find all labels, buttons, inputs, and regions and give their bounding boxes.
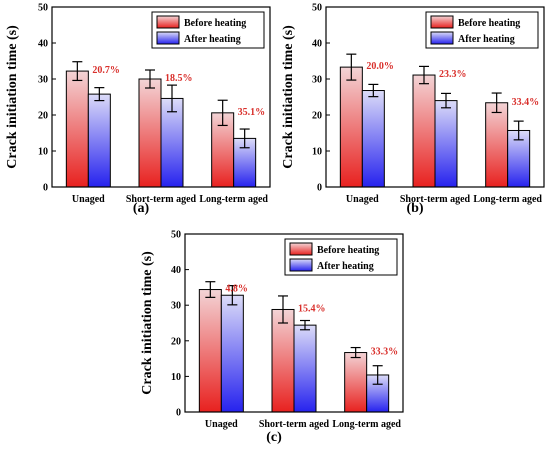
category-label-3: Long-term aged	[332, 419, 401, 430]
error-bar-after-2	[441, 92, 451, 109]
error-bar-after-3	[239, 128, 250, 149]
y-tick-label-4: 40	[312, 39, 322, 50]
category-label-1: Unaged	[346, 194, 379, 205]
y-tick-label-1: 10	[38, 147, 48, 158]
error-bar-before-1	[205, 281, 216, 298]
bar-after-2	[434, 100, 458, 188]
legend-swatch-before	[156, 15, 180, 29]
y-tick-label-1: 10	[171, 372, 181, 383]
y-axis-label: Crack initiation time (s)	[5, 25, 20, 169]
y-tick-label-2: 20	[38, 111, 48, 122]
percent-label-2: 23.3%	[439, 69, 467, 80]
y-tick-label-1: 10	[312, 147, 322, 158]
plot-frame	[325, 6, 545, 188]
legend-label-before: Before heating	[184, 18, 246, 29]
bar-before-3	[344, 352, 368, 413]
chart-panel-1: 20.7% Unaged 18.5% Short-term aged 35.1% Long…	[5, 3, 271, 216]
percent-label-3: 33.4%	[512, 97, 539, 108]
bar-before-3	[485, 102, 509, 188]
category-label-1: Unaged	[205, 419, 238, 430]
bar-before-1	[339, 66, 363, 188]
legend: Before heating After heating	[151, 11, 265, 49]
error-bar-after-2	[167, 84, 177, 113]
category-label-2: Short-term aged	[259, 419, 330, 430]
y-tick-label-2: 20	[312, 111, 322, 122]
legend: Before heating After heating	[284, 238, 398, 276]
panel-label: (b)	[406, 201, 423, 216]
y-axis-label: Crack initiation time (s)	[140, 251, 155, 395]
error-bar-after-1	[368, 83, 379, 98]
error-bar-after-1	[227, 285, 238, 306]
error-bar-before-1	[346, 53, 357, 81]
bar-after-2	[293, 324, 317, 413]
percent-label-1: 4.8%	[225, 284, 248, 295]
category-label-3: Long-term aged	[199, 194, 268, 205]
category-label-2: Short-term aged	[400, 194, 471, 205]
category-label-1: Unaged	[72, 194, 105, 205]
bar-before-1	[65, 70, 89, 188]
legend-label-after: After heating	[184, 34, 241, 45]
y-tick-label-3: 30	[38, 75, 48, 86]
legend: Before heating After heating	[425, 11, 539, 49]
bar-before-2	[412, 74, 436, 188]
error-bar-before-3	[491, 92, 502, 114]
chart-panel-3: 4.8% Unaged 15.4% Short-term aged 33.3% Long-…	[140, 230, 404, 445]
bar-before-1	[198, 289, 222, 413]
category-label-3: Long-term aged	[473, 194, 542, 205]
error-bar-before-2	[419, 65, 429, 85]
plot-frame	[184, 233, 404, 413]
bar-before-2	[138, 78, 162, 188]
percent-label-2: 15.4%	[298, 303, 326, 314]
error-bar-before-3	[217, 99, 228, 127]
legend-label-after: After heating	[458, 34, 515, 45]
y-axis-label: Crack initiation time (s)	[281, 25, 296, 169]
y-tick-label-0: 0	[43, 183, 48, 194]
panel-label: (a)	[133, 201, 150, 216]
y-tick-label-5: 50	[38, 3, 48, 14]
y-tick-label-0: 0	[317, 183, 322, 194]
y-tick-label-5: 50	[171, 230, 181, 241]
plot-frame	[51, 6, 271, 188]
error-bar-before-1	[72, 61, 83, 82]
y-tick-label-5: 50	[312, 3, 322, 14]
legend-swatch-after	[156, 31, 180, 45]
legend-label-before: Before heating	[317, 245, 379, 256]
percent-label-1: 20.7%	[92, 65, 120, 76]
y-tick-label-4: 40	[171, 265, 181, 276]
error-bar-before-2	[145, 69, 155, 89]
y-tick-label-3: 30	[312, 75, 322, 86]
error-bar-after-1	[94, 87, 105, 102]
legend-swatch-before	[430, 15, 454, 29]
error-bar-after-3	[372, 365, 383, 385]
bar-after-1	[220, 294, 244, 413]
y-tick-label-4: 40	[38, 39, 48, 50]
y-tick-label-0: 0	[176, 408, 181, 419]
panel-label: (c)	[266, 430, 282, 445]
percent-label-3: 33.3%	[371, 347, 399, 358]
legend-label-before: Before heating	[458, 18, 520, 29]
bar-before-2	[271, 308, 295, 413]
legend-label-after: After heating	[317, 261, 374, 272]
y-tick-label-2: 20	[171, 336, 181, 347]
percent-label-2: 18.5%	[165, 73, 193, 84]
y-tick-label-3: 30	[171, 301, 181, 312]
legend-swatch-after	[430, 31, 454, 45]
category-label-2: Short-term aged	[126, 194, 197, 205]
percent-label-1: 20.0%	[366, 61, 394, 72]
percent-label-3: 35.1%	[238, 107, 266, 118]
error-bar-before-2	[278, 295, 288, 324]
legend-swatch-after	[289, 258, 313, 272]
bar-after-1	[361, 90, 385, 188]
error-bar-after-2	[300, 319, 310, 331]
legend-swatch-before	[289, 242, 313, 256]
chart-panel-2: 20.0% Unaged 23.3% Short-term aged 33.4% Long…	[281, 3, 545, 216]
error-bar-after-3	[513, 120, 524, 141]
error-bar-before-3	[350, 346, 361, 359]
bar-after-1	[87, 93, 111, 188]
